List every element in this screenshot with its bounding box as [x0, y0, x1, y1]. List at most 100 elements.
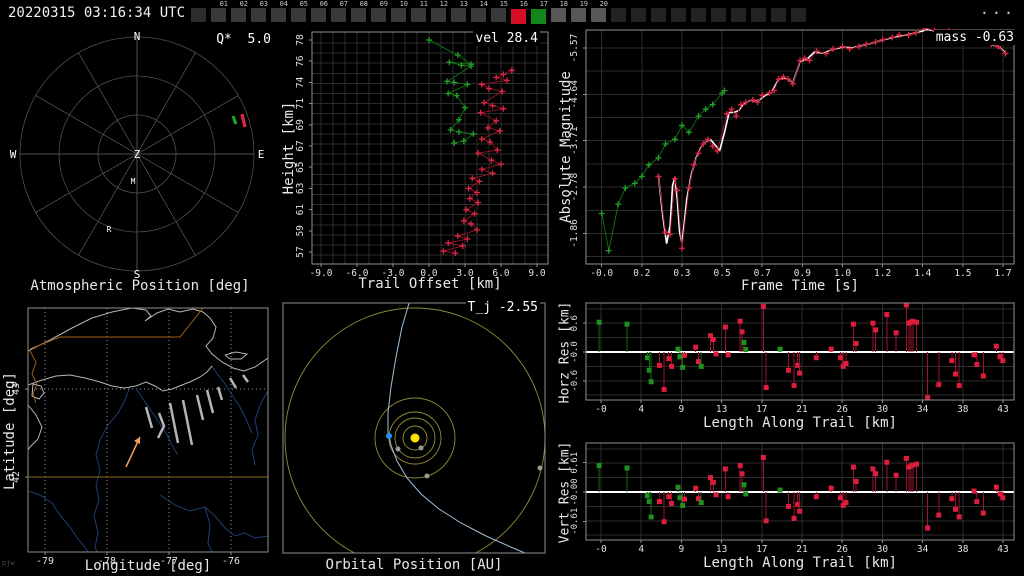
svg-text:9.0: 9.0: [528, 268, 545, 279]
frame-box-07[interactable]: 07: [330, 1, 350, 26]
svg-text:-3.0: -3.0: [382, 268, 405, 279]
svg-text:0.6: 0.6: [570, 315, 580, 331]
svg-text:34: 34: [917, 404, 929, 415]
frame-box-slot-21[interactable]: [610, 1, 630, 26]
frame-box-slot-28[interactable]: [750, 1, 770, 26]
map-xlabel: Longitude [deg]: [84, 558, 212, 574]
frame-box-slot-25[interactable]: [690, 1, 710, 26]
horz-res-ylabel: Horz Res [km]: [557, 301, 573, 404]
frame-box-02[interactable]: 02: [230, 1, 250, 26]
svg-text:-0.6: -0.6: [570, 370, 580, 392]
svg-text:Z: Z: [134, 148, 141, 161]
svg-text:0.61: 0.61: [570, 452, 580, 474]
trail-offset-panel: -9.0 -6.0 -3.0 0.0 3.0 6.0 9.0 78 76 74 71 69 67 65 63…: [280, 28, 555, 295]
q-factor-badge: Q* 5.0: [214, 32, 273, 47]
svg-text:74: 74: [295, 76, 306, 88]
svg-text:S: S: [134, 268, 141, 281]
frame-box-18[interactable]: 18: [550, 1, 570, 26]
vert-res-chart: -0 4 9 13 17 21 26 30 34 38 43 0.61 -0.00 -0.61: [570, 442, 1015, 555]
frame-box-slot-29[interactable]: [770, 1, 790, 26]
svg-text:-0: -0: [595, 544, 607, 555]
svg-text:-0: -0: [595, 404, 607, 415]
svg-text:4: 4: [638, 404, 644, 415]
frame-box-15[interactable]: 15: [490, 1, 510, 26]
horz-res-chart: -0 4 9 13 17 21 26 30 34 38 43 0.6 -0.0 -0.6: [570, 302, 1015, 415]
svg-text:26: 26: [836, 544, 848, 555]
frame-box-17[interactable]: 17: [530, 1, 550, 26]
frame-box-03[interactable]: 03: [250, 1, 270, 26]
frame-box-01[interactable]: 01: [210, 1, 230, 26]
map-ylabel: Latitude [deg]: [2, 372, 18, 491]
svg-text:-76: -76: [222, 556, 240, 567]
svg-text:-4.64: -4.64: [569, 80, 580, 109]
svg-text:65: 65: [295, 161, 306, 172]
frame-box-19[interactable]: 19: [570, 1, 590, 26]
svg-text:43: 43: [997, 544, 1008, 555]
horz-res-panel: -0 4 9 13 17 21 26 30 34 38 43 0.6 -0.0 -0.6 Horz Res…: [555, 295, 1024, 435]
svg-text:43: 43: [997, 404, 1008, 415]
svg-text:13: 13: [716, 544, 727, 555]
svg-text:4: 4: [638, 544, 644, 555]
frame-box-slot-30[interactable]: [790, 1, 810, 26]
svg-text:-79: -79: [36, 556, 54, 567]
svg-text:13: 13: [716, 404, 727, 415]
svg-text:38: 38: [957, 544, 969, 555]
frame-box-slot-22[interactable]: [630, 1, 650, 26]
frame-box-20[interactable]: 20: [590, 1, 610, 26]
vert-res-xlabel: Length Along Trail [km]: [703, 555, 897, 571]
svg-text:0.0: 0.0: [420, 268, 437, 279]
svg-text:0.3: 0.3: [673, 268, 690, 279]
watermark: pjw: [2, 559, 15, 567]
frame-box-slot-23[interactable]: [650, 1, 670, 26]
frame-box-16[interactable]: 16: [510, 1, 530, 26]
frame-box-09[interactable]: 09: [370, 1, 390, 26]
svg-text:26: 26: [836, 404, 848, 415]
timestamp: 20220315 03:16:34 UTC: [8, 5, 186, 21]
svg-text:17: 17: [756, 404, 767, 415]
frame-box-12[interactable]: 12: [430, 1, 450, 26]
magnitude-xlabel: Frame Time [s]: [740, 278, 859, 294]
vert-res-ylabel: Vert Res [km]: [557, 441, 573, 544]
svg-text:W: W: [10, 148, 17, 161]
frame-box-05[interactable]: 05: [290, 1, 310, 26]
frame-box-slot-26[interactable]: [710, 1, 730, 26]
trail-ylabel: Height [km]: [281, 101, 297, 195]
svg-text:30: 30: [877, 544, 889, 555]
frame-box-slot-24[interactable]: [670, 1, 690, 26]
svg-text:-77: -77: [160, 556, 178, 567]
svg-text:42: 42: [11, 471, 22, 483]
frame-box-slot-27[interactable]: [730, 1, 750, 26]
svg-text:E: E: [258, 148, 265, 161]
vert-res-panel: -0 4 9 13 17 21 26 30 34 38 43 0.61 -0.00 -0.61 Vert …: [555, 435, 1024, 576]
svg-text:57: 57: [295, 246, 306, 257]
svg-text:N: N: [134, 30, 141, 43]
svg-text:21: 21: [796, 404, 808, 415]
trail-offset-chart: -9.0 -6.0 -3.0 0.0 3.0 6.0 9.0 78 76 74 71 69 67 65 63…: [295, 31, 549, 279]
frame-box-08[interactable]: 08: [350, 1, 370, 26]
svg-text:-6.0: -6.0: [346, 268, 369, 279]
svg-text:1.0: 1.0: [834, 268, 851, 279]
menu-button[interactable]: ...: [979, 0, 1016, 18]
svg-text:61: 61: [295, 204, 306, 216]
titlebar: 20220315 03:16:34 UTC 01 02 03 04 05 06 07 08 09…: [0, 0, 1024, 28]
frame-box-14[interactable]: 14: [470, 1, 490, 26]
ground-map-chart: -79 -78 -77 -76 43 42: [11, 307, 269, 567]
magnitude-panel: -0.0 0.2 0.3 0.5 0.7 0.9 1.0 1.2 1.4 1.5 1.7 -5.57 -…: [555, 28, 1024, 295]
magnitude-ylabel: Absolute Magnitude: [558, 71, 574, 223]
frame-box-04[interactable]: 04: [270, 1, 290, 26]
svg-text:0.9: 0.9: [794, 268, 811, 279]
svg-text:78: 78: [295, 34, 306, 46]
svg-text:-0.0: -0.0: [590, 268, 613, 279]
frame-box-11[interactable]: 11: [410, 1, 430, 26]
frame-box-06[interactable]: 06: [310, 1, 330, 26]
orbital-position-chart: [282, 302, 546, 554]
atmospheric-position-title: Atmospheric Position [deg]: [30, 278, 250, 294]
ground-map-panel: -79 -78 -77 -76 43 42 Latitude [deg] Longitud…: [0, 295, 280, 576]
frame-box-slot-0[interactable]: [190, 1, 210, 26]
frame-box-10[interactable]: 10: [390, 1, 410, 26]
orbital-position-title: Orbital Position [AU]: [325, 557, 503, 573]
frame-box-13[interactable]: 13: [450, 1, 470, 26]
svg-text:67: 67: [295, 140, 306, 151]
svg-text:-0.0: -0.0: [570, 341, 580, 363]
svg-text:21: 21: [796, 544, 808, 555]
